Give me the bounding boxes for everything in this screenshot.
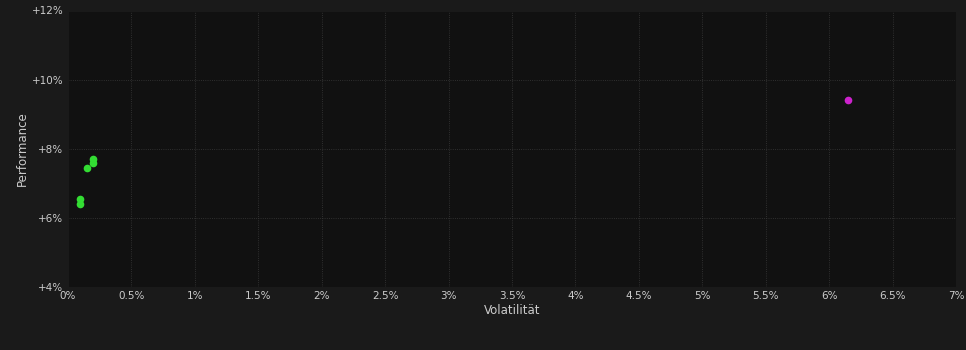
X-axis label: Volatilität: Volatilität xyxy=(484,304,540,317)
Y-axis label: Performance: Performance xyxy=(15,111,29,186)
